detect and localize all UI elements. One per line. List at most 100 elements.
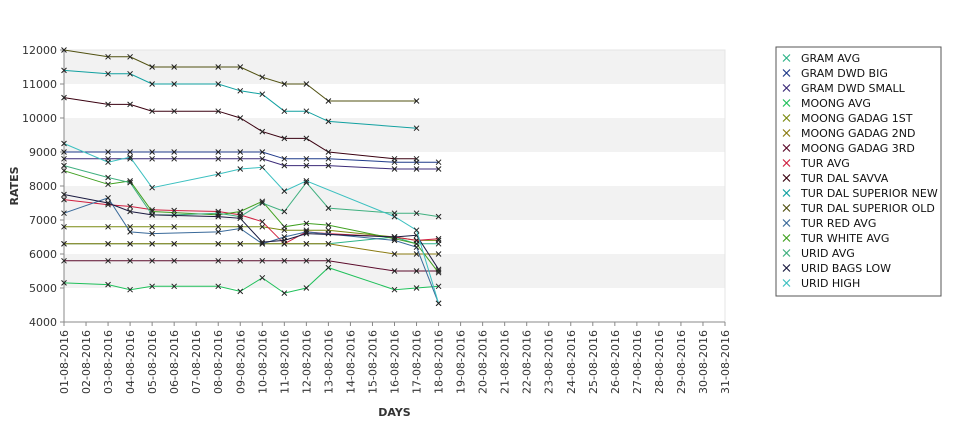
data-point — [149, 149, 155, 155]
legend-item: URID HIGH — [782, 277, 860, 290]
data-point — [413, 285, 420, 291]
data-point — [413, 155, 420, 162]
data-point — [413, 166, 420, 172]
data-point — [237, 87, 244, 94]
data-point — [325, 240, 332, 247]
data-point — [237, 115, 244, 121]
legend-label: TUR DAL SAVVA — [800, 172, 889, 185]
data-point — [435, 268, 442, 274]
data-point — [215, 283, 222, 290]
data-point — [61, 196, 67, 203]
data-point — [105, 223, 111, 230]
legend-item: MOONG GADAG 1ST — [782, 112, 913, 125]
data-point — [435, 213, 442, 220]
data-point — [149, 283, 155, 290]
series-line — [64, 226, 439, 241]
data-point — [127, 70, 133, 77]
data-point — [435, 159, 442, 166]
x-tick-label: 30-08-2016 — [697, 330, 710, 394]
data-point — [237, 240, 244, 247]
x-tick-label: 08-08-2016 — [212, 330, 225, 394]
data-point — [105, 195, 111, 201]
legend-label: TUR DAL SUPERIOR NEW — [800, 187, 938, 200]
legend-item: GRAM DWD BIG — [782, 67, 888, 80]
x-tick-label: 22-08-2016 — [521, 330, 534, 394]
legend-label: TUR DAL SUPERIOR OLD — [800, 202, 935, 215]
data-point — [435, 283, 442, 290]
x-tick-label: 21-08-2016 — [499, 330, 512, 394]
legend-item: URID AVG — [782, 247, 855, 260]
data-point — [303, 155, 310, 162]
data-point — [303, 285, 310, 291]
data-point — [237, 166, 244, 172]
data-point — [281, 223, 288, 230]
x-tick-label: 01-08-2016 — [58, 330, 71, 394]
data-point — [325, 149, 332, 155]
data-point — [303, 240, 310, 247]
data-point — [237, 257, 244, 264]
series-tur-dal-superior-old — [61, 47, 420, 104]
legend-item: TUR AVG — [782, 157, 850, 170]
data-point — [61, 240, 67, 247]
data-point — [61, 191, 67, 198]
data-point — [325, 155, 332, 162]
legend-marker — [782, 129, 791, 137]
legend-label: URID HIGH — [801, 277, 860, 290]
data-point — [61, 210, 67, 217]
series-line — [64, 158, 439, 170]
data-point — [413, 210, 420, 217]
series-line — [63, 197, 440, 304]
x-tick-label: 27-08-2016 — [631, 330, 644, 394]
x-tick-label: 03-08-2016 — [102, 330, 115, 394]
data-point — [215, 240, 222, 247]
data-point — [303, 81, 310, 87]
data-point — [281, 162, 288, 169]
data-point — [435, 300, 442, 307]
data-point — [171, 155, 178, 162]
legend-marker — [782, 264, 791, 272]
legend-marker — [782, 189, 791, 197]
data-point — [215, 229, 222, 235]
data-point — [259, 257, 266, 264]
data-point — [149, 223, 155, 230]
data-point — [325, 264, 332, 271]
y-tick-label: 11000 — [22, 78, 57, 91]
data-point — [61, 280, 67, 286]
data-point — [171, 64, 178, 70]
data-point — [303, 230, 310, 237]
series-tur-dal-savva — [61, 94, 420, 162]
series-line — [63, 69, 417, 129]
x-tick-label: 05-08-2016 — [146, 330, 159, 394]
y-tick-label: 7000 — [29, 214, 57, 227]
x-tick-label: 07-08-2016 — [190, 330, 203, 394]
x-axis-title: DAYS — [378, 406, 411, 419]
legend-label: GRAM AVG — [801, 52, 860, 65]
series-layer — [61, 47, 442, 307]
data-point — [237, 288, 244, 295]
data-point — [281, 155, 288, 162]
data-point — [61, 47, 67, 53]
legend-label: GRAM DWD BIG — [801, 67, 888, 80]
data-point — [127, 203, 133, 210]
y-tick-label: 6000 — [29, 248, 57, 261]
x-tick-label: 24-08-2016 — [565, 330, 578, 394]
series-line — [63, 49, 417, 102]
data-point — [259, 74, 266, 81]
legend-marker — [782, 99, 791, 107]
data-point — [105, 53, 111, 60]
grid-band — [64, 288, 725, 322]
data-point — [237, 215, 244, 222]
data-point — [61, 149, 67, 155]
data-point — [105, 149, 111, 155]
legend-marker — [782, 234, 791, 242]
data-point — [127, 257, 133, 264]
legend-label: MOONG GADAG 1ST — [801, 112, 913, 125]
x-tick-label: 19-08-2016 — [455, 330, 468, 394]
legend-marker — [782, 219, 791, 227]
series-gram-dwd-big — [61, 149, 442, 166]
x-tick-label: 13-08-2016 — [322, 330, 335, 394]
data-point — [215, 171, 222, 177]
x-tick-label: 06-08-2016 — [168, 330, 181, 394]
data-point — [281, 290, 288, 296]
data-point — [413, 268, 420, 274]
